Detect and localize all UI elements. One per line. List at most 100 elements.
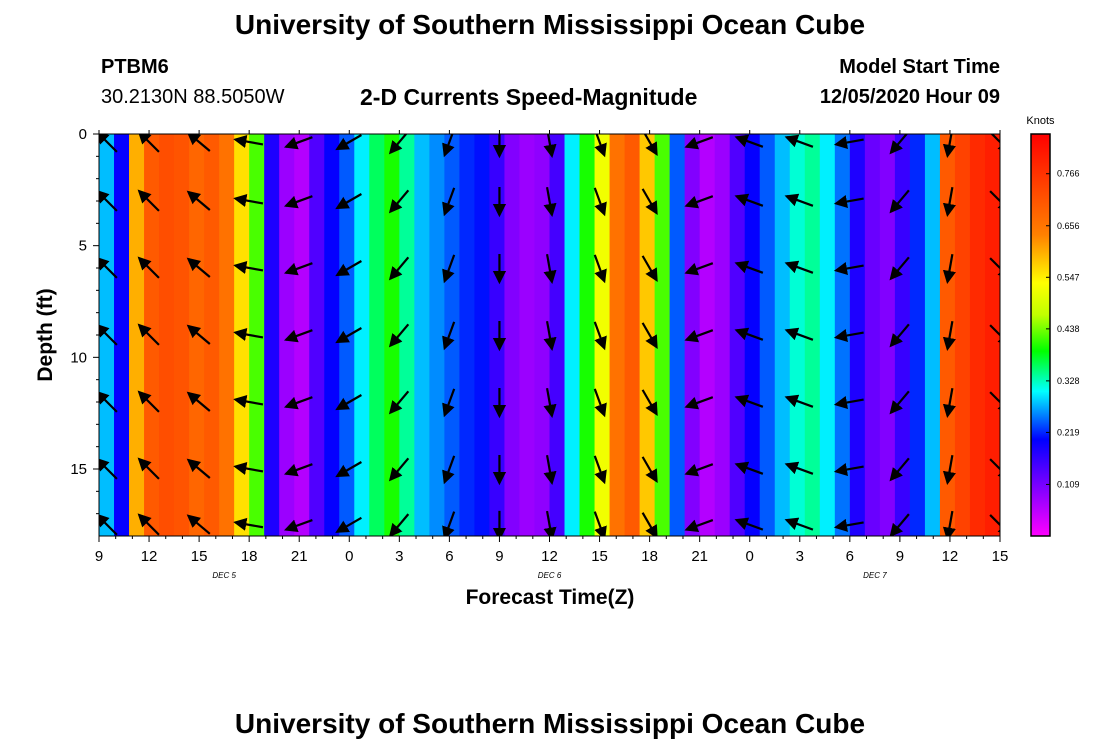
current-arrow	[233, 134, 264, 148]
heatmap-cell	[714, 134, 731, 536]
current-arrow	[283, 396, 313, 410]
current-arrow	[137, 189, 160, 212]
heatmap-cell	[264, 134, 280, 536]
current-arrow	[388, 513, 410, 536]
current-arrow	[543, 254, 557, 284]
current-arrow	[684, 262, 714, 276]
current-arrow	[593, 511, 607, 536]
heatmap-cell	[564, 134, 581, 536]
current-arrow	[641, 512, 658, 536]
heatmap-cell	[864, 134, 881, 536]
heatmap-cell	[129, 134, 145, 536]
current-arrow	[99, 323, 118, 346]
current-arrow	[684, 329, 714, 343]
current-arrow	[283, 463, 313, 477]
x-tick-label: 15	[191, 548, 208, 565]
heatmap-cell	[954, 134, 971, 536]
heatmap-cell	[804, 134, 821, 536]
current-arrow	[186, 458, 211, 479]
heatmap-cell	[879, 134, 896, 536]
heatmap-cell	[429, 134, 445, 536]
colorbar-tick-label: 0.328	[1057, 376, 1080, 386]
current-arrow	[335, 394, 362, 411]
heatmap-cell	[519, 134, 536, 536]
x-tick-label: 12	[541, 548, 558, 565]
current-arrow	[283, 262, 313, 276]
current-arrow	[99, 390, 118, 413]
current-arrow	[833, 396, 864, 410]
x-tick-label: 18	[641, 548, 658, 565]
colorbar: Knots 0.109 0.219 0.328 0.438 0.547 0.656 0.766	[1026, 115, 1080, 537]
current-arrow	[734, 394, 764, 408]
current-arrow	[543, 388, 557, 418]
current-arrow	[543, 510, 557, 536]
current-arrow	[989, 190, 1000, 213]
colorbar-tick-label: 0.219	[1057, 427, 1080, 437]
page-title: University of Southern Mississippi Ocean…	[234, 9, 866, 40]
page-footer: University of Southern Mississippi Ocean…	[234, 708, 866, 739]
current-arrow	[641, 456, 658, 484]
x-tick-label: 6	[846, 548, 854, 565]
current-arrow	[283, 329, 313, 343]
x-tick-label: 15	[591, 548, 608, 565]
current-arrow	[335, 461, 362, 478]
current-arrow	[233, 461, 264, 475]
heatmap-cell	[894, 134, 911, 536]
current-arrow	[442, 388, 456, 418]
current-arrow	[942, 388, 956, 418]
colorbar-tick-label: 0.656	[1057, 221, 1080, 231]
heatmap-cell	[984, 134, 1000, 536]
y-tick-label: 10	[70, 349, 87, 366]
heatmap-cell	[279, 134, 295, 536]
current-arrow	[684, 195, 714, 209]
current-arrow	[641, 255, 658, 283]
heatmap-cell	[144, 134, 160, 536]
station-coordinates: 30.2130N 88.5050W	[101, 86, 285, 108]
heatmap-cell	[159, 134, 175, 536]
heatmap-cell	[324, 134, 340, 536]
current-arrow	[137, 457, 160, 480]
current-arrow	[784, 517, 814, 531]
heatmap-cell	[459, 134, 476, 536]
heatmap-cell	[339, 134, 355, 536]
current-arrow	[833, 518, 864, 532]
current-arrow	[643, 134, 658, 157]
heatmap-cell	[504, 134, 521, 536]
colorbar-unit: Knots	[1026, 115, 1055, 127]
current-arrow	[734, 260, 764, 274]
heatmap-cell	[939, 134, 956, 536]
heatmap-cell	[699, 134, 716, 536]
current-arrow	[442, 187, 456, 217]
x-tick-label: 0	[345, 548, 353, 565]
current-arrow	[641, 389, 658, 417]
current-arrow	[593, 254, 607, 284]
current-arrow	[335, 193, 362, 210]
current-arrow	[889, 390, 910, 415]
current-arrow	[989, 514, 1000, 536]
current-arrow	[684, 463, 714, 477]
current-arrow	[388, 457, 410, 482]
current-arrow	[335, 516, 362, 533]
current-arrow	[784, 260, 814, 274]
current-arrow	[335, 327, 362, 344]
current-arrow	[283, 136, 313, 150]
heatmap-cell	[849, 134, 866, 536]
current-arrow	[833, 262, 864, 276]
current-arrow	[283, 519, 313, 533]
current-arrow	[942, 254, 956, 284]
x-tick-label: 9	[896, 548, 904, 565]
heatmap-cell	[474, 134, 491, 536]
colorbar-tick-label: 0.438	[1057, 324, 1080, 334]
heatmap-cell	[624, 134, 641, 536]
colorbar-tick-label: 0.547	[1057, 272, 1080, 282]
current-arrow	[186, 391, 211, 412]
x-axis: 9 12 15 18 21 0 3 6 9 12 15 18 21 0 3 6 9 12 15 DEC 5 DEC 6 D…	[95, 130, 1008, 580]
current-arrow	[641, 322, 658, 350]
current-arrow	[593, 321, 607, 351]
current-arrow	[989, 458, 1000, 481]
current-arrow	[543, 187, 557, 217]
current-arrow	[593, 455, 607, 485]
heatmap-cell	[354, 134, 370, 536]
x-tick-label: 9	[95, 548, 103, 565]
